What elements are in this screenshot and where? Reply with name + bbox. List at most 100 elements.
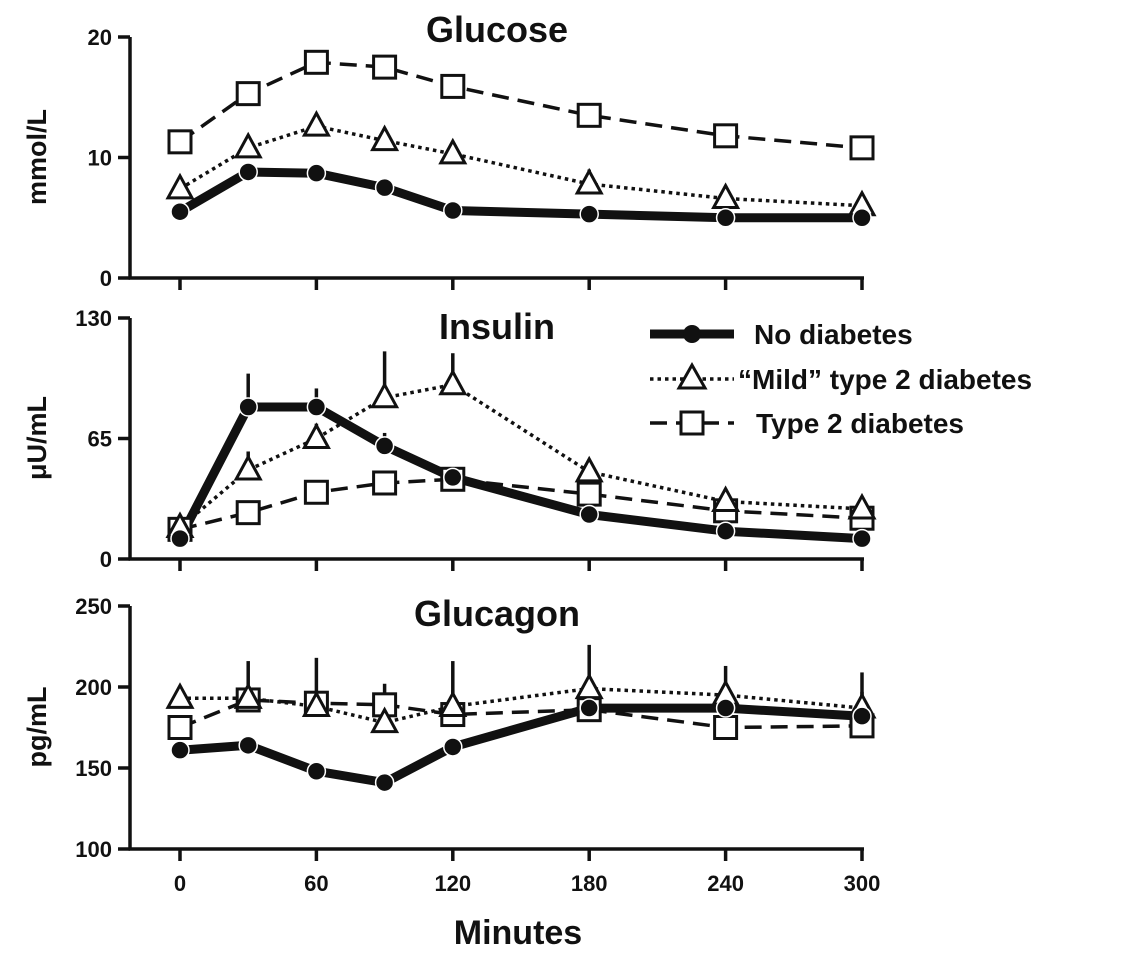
y-tick-label: 65 (88, 427, 112, 452)
data-point-type-2 (713, 715, 739, 740)
data-point-mild-type-2 (233, 453, 263, 481)
series-line-mild-type-2 (178, 382, 863, 529)
data-point-type-2 (235, 81, 261, 107)
x-tick-label: 300 (844, 871, 881, 896)
data-point-type-2 (167, 129, 193, 155)
panel-title-glucagon: Glucagon (414, 593, 580, 634)
data-point-type-2 (576, 481, 602, 507)
data-point-mild-type-2 (574, 167, 604, 195)
data-point-no-diabetes (715, 698, 736, 718)
y-tick-label: 250 (75, 594, 112, 619)
data-point-no-diabetes (715, 208, 736, 228)
legend-item-type-2: Type 2 diabetes (650, 408, 964, 439)
data-point-type-2 (235, 500, 261, 526)
legend-marker-triangle (676, 361, 708, 390)
y-axis-label-glucagon: pg/mL (22, 687, 52, 768)
panel-title-insulin: Insulin (439, 306, 555, 347)
x-axis-label: Minutes (454, 914, 582, 952)
data-point-mild-type-2 (301, 110, 331, 137)
legend-item-mild-type-2: “Mild” type 2 diabetes (650, 361, 1032, 395)
y-tick-label: 100 (75, 837, 112, 862)
data-point-no-diabetes (852, 528, 872, 549)
panel-title-glucose: Glucose (426, 9, 568, 50)
series-line-mild-type-2 (179, 124, 863, 208)
data-point-type-2 (372, 470, 398, 496)
legend-label-type-2: Type 2 diabetes (756, 408, 964, 439)
data-point-no-diabetes (852, 706, 872, 726)
y-tick-label: 130 (75, 306, 112, 331)
x-tick-label: 120 (434, 871, 471, 896)
data-point-no-diabetes (374, 436, 395, 456)
data-point-no-diabetes (306, 163, 327, 183)
x-tick-label: 180 (571, 871, 608, 896)
data-point-type-2 (576, 102, 602, 128)
y-tick-label: 200 (75, 675, 112, 700)
data-point-no-diabetes (443, 200, 463, 221)
data-point-mild-type-2 (233, 682, 263, 709)
data-point-no-diabetes (852, 208, 872, 228)
y-axis-label-insulin: μU/mL (22, 396, 52, 480)
y-tick-label: 0 (100, 547, 112, 572)
legend-label-mild: “Mild” type 2 diabetes (738, 364, 1032, 395)
x-tick-label: 0 (174, 871, 186, 896)
y-tick-label: 150 (75, 756, 112, 781)
data-point-no-diabetes (170, 201, 190, 222)
data-point-mild-type-2 (711, 485, 741, 513)
data-point-mild-type-2 (301, 690, 331, 717)
data-point-no-diabetes (579, 504, 599, 525)
y-axis-label-glucose: mmol/L (22, 109, 52, 205)
data-point-no-diabetes (306, 761, 327, 781)
series-line-type-2 (179, 477, 863, 532)
series-line-mild-type-2 (180, 686, 863, 725)
y-tick-label: 20 (88, 25, 112, 50)
data-point-mild-type-2 (438, 368, 468, 396)
legend-item-no-diabetes: No diabetes (650, 319, 913, 350)
data-point-type-2 (713, 123, 739, 149)
data-point-mild-type-2 (847, 492, 877, 520)
data-point-mild-type-2 (711, 182, 741, 209)
series-line-no-diabetes (177, 167, 862, 223)
data-point-mild-type-2 (165, 172, 195, 200)
data-point-no-diabetes (715, 521, 736, 541)
data-point-mild-type-2 (370, 381, 400, 409)
data-point-no-diabetes (170, 528, 190, 549)
series-line-no-diabetes (179, 703, 863, 788)
data-point-no-diabetes (443, 467, 463, 488)
data-point-mild-type-2 (574, 455, 604, 483)
series-line-no-diabetes (176, 402, 863, 544)
data-point-mild-type-2 (233, 131, 263, 159)
data-point-no-diabetes (579, 204, 599, 224)
y-tick-label: 10 (88, 146, 112, 171)
data-point-no-diabetes (238, 397, 258, 417)
data-point-mild-type-2 (574, 672, 604, 700)
data-point-no-diabetes (374, 177, 395, 198)
data-point-type-2 (303, 49, 329, 75)
glucagon-panel: Glucagon pg/mL 100 150 200 250 0 60 120 180 240 3… (22, 593, 880, 896)
glucose-panel: Glucose mmol/L 0 10 20 (22, 9, 877, 291)
data-point-mild-type-2 (438, 137, 468, 165)
insulin-panel: Insulin μU/mL 0 65 130 (22, 306, 877, 572)
y-tick-label: 0 (100, 266, 112, 291)
legend-marker-square (679, 410, 705, 436)
data-point-no-diabetes (374, 772, 395, 793)
data-point-no-diabetes (443, 737, 463, 757)
data-point-no-diabetes (306, 397, 327, 417)
x-tick-label: 240 (707, 871, 744, 896)
series-line-type-2 (178, 60, 863, 150)
data-point-type-2 (849, 135, 875, 161)
data-point-type-2 (167, 715, 193, 740)
data-point-no-diabetes (238, 735, 258, 756)
data-point-mild-type-2 (301, 422, 331, 449)
data-point-type-2 (440, 73, 466, 99)
legend-label-no-diabetes: No diabetes (754, 319, 913, 350)
data-point-mild-type-2 (438, 690, 468, 717)
data-point-type-2 (303, 479, 329, 505)
data-point-mild-type-2 (165, 682, 195, 709)
data-point-type-2 (372, 54, 398, 80)
data-point-no-diabetes (579, 698, 599, 718)
data-point-no-diabetes (238, 162, 258, 182)
legend-marker-circle (683, 325, 701, 343)
legend: No diabetes “Mild” type 2 diabetes Type … (650, 319, 1032, 439)
x-tick-label: 60 (304, 871, 328, 896)
